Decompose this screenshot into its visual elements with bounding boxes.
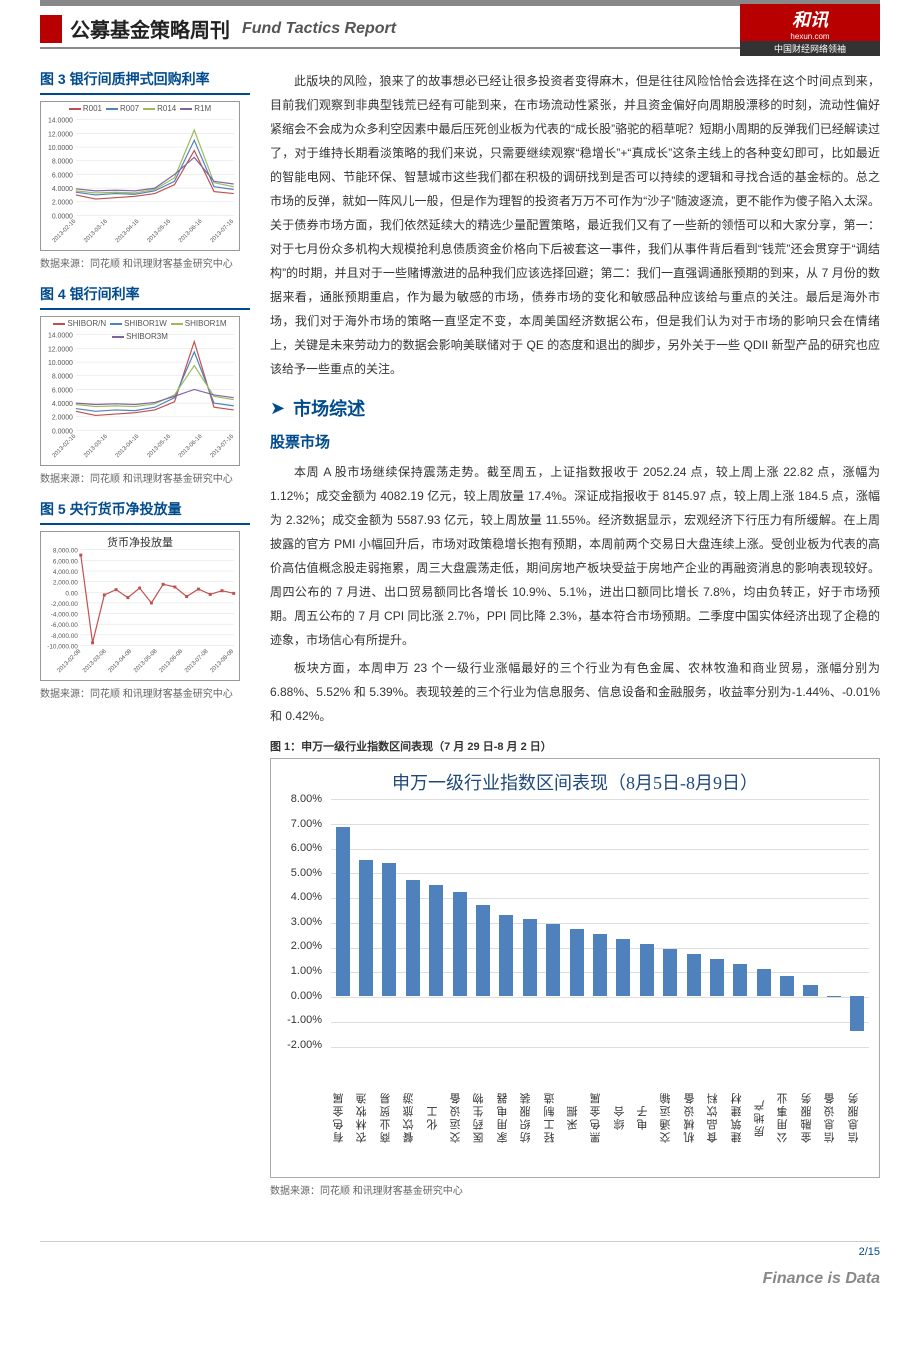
header: 公募基金策略周刊 Fund Tactics Report 和讯 hexun.co… bbox=[40, 8, 880, 49]
section-header-text: 市场综述 bbox=[293, 395, 365, 421]
report-title-en: Fund Tactics Report bbox=[242, 20, 396, 38]
svg-text:2,000.00: 2,000.00 bbox=[53, 580, 78, 587]
sub-header: 股票市场 bbox=[270, 431, 880, 452]
svg-text:-4,000.00: -4,000.00 bbox=[51, 612, 79, 619]
svg-text:2013-05-16: 2013-05-16 bbox=[146, 433, 172, 459]
svg-text:-2,000.00: -2,000.00 bbox=[51, 601, 79, 608]
svg-text:-10,000.00: -10,000.00 bbox=[47, 643, 78, 650]
figure-4-source: 数据来源：同花顺 和讯理财客基金研究中心 bbox=[40, 470, 250, 485]
svg-text:0.00: 0.00 bbox=[65, 590, 78, 597]
para3-text: 板块方面，本周申万 23 个一级行业涨幅最好的三个行业为有色金属、农林牧渔和商业… bbox=[270, 656, 880, 728]
figure-3-title: 图 3 银行间质押式回购利率 bbox=[40, 69, 250, 95]
svg-text:0.0000: 0.0000 bbox=[52, 213, 73, 220]
para1-text: 此版块的风险，狼来了的故事想必已经让很多投资者变得麻木，但是往往风险恰恰会选择在… bbox=[270, 69, 880, 381]
header-accent-bar bbox=[40, 15, 62, 43]
arrow-icon: ➤ bbox=[270, 398, 285, 419]
figure-5-source: 数据来源：同花顺 和讯理财客基金研究中心 bbox=[40, 685, 250, 700]
svg-text:6,000.00: 6,000.00 bbox=[53, 558, 78, 565]
figure-4-title: 图 4 银行间利率 bbox=[40, 284, 250, 310]
figure-3: 图 3 银行间质押式回购利率 R001R007R014R1M 0.00002.0… bbox=[40, 69, 250, 270]
section-header: ➤ 市场综述 bbox=[270, 395, 880, 421]
page-number: 2/15 bbox=[859, 1246, 880, 1258]
svg-text:2013-07-16: 2013-07-16 bbox=[210, 218, 236, 244]
svg-text:10.0000: 10.0000 bbox=[48, 145, 73, 152]
figure-5-chart: 货币净投放量 -10,000.00 -8,000.00 -6,000.00 -4,00… bbox=[40, 531, 240, 681]
svg-text:2013-07-08: 2013-07-08 bbox=[184, 648, 210, 674]
svg-text:6.0000: 6.0000 bbox=[52, 172, 73, 179]
svg-text:8.0000: 8.0000 bbox=[52, 374, 73, 381]
bar-area bbox=[331, 799, 869, 1057]
sidebar: 图 3 银行间质押式回购利率 R001R007R014R1M 0.00002.0… bbox=[40, 69, 250, 1211]
footer-tagline: Finance is Data bbox=[763, 1270, 880, 1288]
figure-4: 图 4 银行间利率 SHIBOR/NSHIBOR1WSHIBOR1MSHIBOR… bbox=[40, 284, 250, 485]
svg-text:2013-08-08: 2013-08-08 bbox=[210, 648, 236, 674]
svg-text:4.0000: 4.0000 bbox=[52, 186, 73, 193]
svg-text:2013-02-16: 2013-02-16 bbox=[52, 218, 78, 244]
logo-text: 和讯 bbox=[740, 4, 880, 32]
svg-text:-6,000.00: -6,000.00 bbox=[51, 622, 79, 629]
svg-text:2013-02-08: 2013-02-08 bbox=[57, 648, 83, 674]
svg-text:8.0000: 8.0000 bbox=[52, 159, 73, 166]
svg-text:2013-06-16: 2013-06-16 bbox=[178, 218, 204, 244]
figure-5-title: 图 5 央行货币净投放量 bbox=[40, 499, 250, 525]
logo-tagline: 中国财经网络领袖 bbox=[740, 41, 880, 56]
figure-1-caption: 图 1：申万一级行业指数区间表现（7 月 29 日-8 月 2 日） bbox=[270, 738, 880, 754]
svg-text:2013-04-16: 2013-04-16 bbox=[115, 218, 141, 244]
body-paragraph-1: 此版块的风险，狼来了的故事想必已经让很多投资者变得麻木，但是往往风险恰恰会选择在… bbox=[270, 69, 880, 381]
footer: 2/15 Finance is Data bbox=[40, 1241, 880, 1291]
svg-text:2013-05-08: 2013-05-08 bbox=[133, 648, 159, 674]
svg-text:12.0000: 12.0000 bbox=[48, 346, 73, 353]
svg-text:4.0000: 4.0000 bbox=[52, 401, 73, 408]
svg-text:2013-03-08: 2013-03-08 bbox=[82, 648, 108, 674]
publisher-logo: 和讯 hexun.com 中国财经网络领袖 bbox=[740, 4, 880, 46]
svg-text:2013-06-16: 2013-06-16 bbox=[178, 433, 204, 459]
figure-1-chart: 申万一级行业指数区间表现（8月5日-8月9日） 8.00%7.00%6.00%5… bbox=[270, 758, 880, 1178]
svg-text:2013-02-16: 2013-02-16 bbox=[52, 433, 78, 459]
svg-text:10.0000: 10.0000 bbox=[48, 360, 73, 367]
svg-text:12.0000: 12.0000 bbox=[48, 131, 73, 138]
figure-3-source: 数据来源：同花顺 和讯理财客基金研究中心 bbox=[40, 255, 250, 270]
svg-text:-8,000.00: -8,000.00 bbox=[51, 633, 79, 640]
svg-text:6.0000: 6.0000 bbox=[52, 387, 73, 394]
svg-text:2013-07-16: 2013-07-16 bbox=[210, 433, 236, 459]
figure-1-source: 数据来源：同花顺 和讯理财客基金研究中心 bbox=[270, 1182, 880, 1197]
svg-text:2013-05-16: 2013-05-16 bbox=[146, 218, 172, 244]
svg-text:2013-06-08: 2013-06-08 bbox=[159, 648, 185, 674]
figure-5: 图 5 央行货币净投放量 货币净投放量 -10,000.00 -8,000.00 -… bbox=[40, 499, 250, 700]
big-chart-title: 申万一级行业指数区间表现（8月5日-8月9日） bbox=[271, 759, 879, 795]
svg-text:2.0000: 2.0000 bbox=[52, 200, 73, 207]
svg-text:2013-03-16: 2013-03-16 bbox=[83, 433, 109, 459]
svg-text:2013-04-16: 2013-04-16 bbox=[115, 433, 141, 459]
svg-text:4,000.00: 4,000.00 bbox=[53, 569, 78, 576]
svg-text:14.0000: 14.0000 bbox=[48, 118, 73, 125]
svg-text:2013-04-08: 2013-04-08 bbox=[108, 648, 134, 674]
main-content: 此版块的风险，狼来了的故事想必已经让很多投资者变得麻木，但是往往风险恰恰会选择在… bbox=[270, 69, 880, 1211]
svg-text:2.0000: 2.0000 bbox=[52, 415, 73, 422]
svg-text:0.0000: 0.0000 bbox=[52, 428, 73, 435]
figure-3-chart: R001R007R014R1M 0.00002.00004.00006.0000… bbox=[40, 101, 240, 251]
logo-url: hexun.com bbox=[740, 32, 880, 41]
report-title-cn: 公募基金策略周刊 bbox=[70, 14, 230, 43]
figure-5-inner-title: 货币净投放量 bbox=[41, 534, 239, 550]
body-paragraph-2: 本周 A 股市场继续保持震荡走势。截至周五，上证指数报收于 2052.24 点，… bbox=[270, 460, 880, 728]
figure-4-chart: SHIBOR/NSHIBOR1WSHIBOR1MSHIBOR3M 0.00002… bbox=[40, 316, 240, 466]
svg-text:2013-03-16: 2013-03-16 bbox=[83, 218, 109, 244]
para2-text: 本周 A 股市场继续保持震荡走势。截至周五，上证指数报收于 2052.24 点，… bbox=[270, 460, 880, 652]
